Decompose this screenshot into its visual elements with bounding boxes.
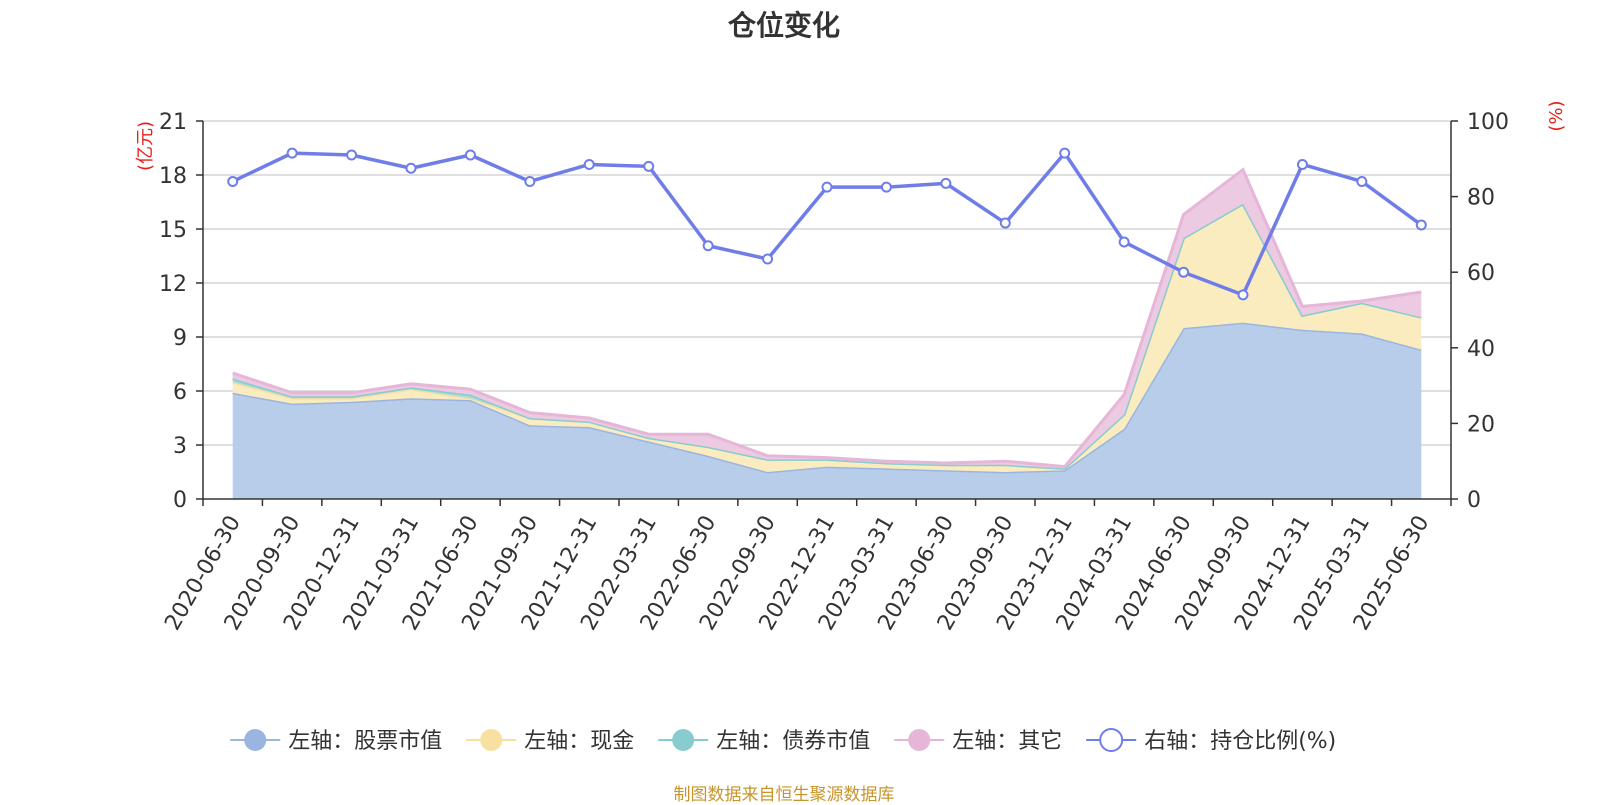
line-point[interactable] — [1356, 175, 1368, 187]
legend-label: 左轴：现金 — [524, 729, 634, 754]
legend-circle-icon — [672, 729, 695, 751]
legend-circle-icon — [244, 729, 267, 751]
legend-label: 左轴：债券市值 — [716, 729, 870, 754]
right-tick-label: 40 — [1467, 337, 1495, 362]
legend-circle-icon — [480, 729, 503, 751]
line-point[interactable] — [227, 175, 239, 187]
legend-circle-icon — [908, 729, 931, 751]
legend-item[interactable]: 左轴：现金 — [466, 729, 634, 754]
legend[interactable]: 左轴：股票市值 左轴：现金 左轴：债券市值 左轴：其它 右轴：持仓比例(%) — [230, 728, 1336, 754]
line-point[interactable] — [1118, 236, 1130, 248]
right-axis-unit: (%) — [1546, 100, 1567, 131]
line-point[interactable] — [405, 162, 417, 174]
right-tick-label: 60 — [1467, 261, 1495, 286]
right-tick-label: 100 — [1467, 110, 1509, 135]
left-tick-label: 3 — [173, 434, 187, 459]
line-point[interactable] — [643, 160, 655, 172]
line-point[interactable] — [702, 240, 714, 252]
right-tick-label: 20 — [1467, 412, 1495, 437]
line-point[interactable] — [1296, 158, 1308, 170]
line-point[interactable] — [1415, 219, 1427, 231]
legend-label: 左轴：股票市值 — [288, 729, 442, 754]
line-point[interactable] — [524, 175, 536, 187]
area-edge-左轴：其它 — [232, 167, 1422, 469]
line-point[interactable] — [1178, 266, 1190, 278]
line-point[interactable] — [762, 253, 774, 265]
legend-circle-icon — [1099, 728, 1124, 752]
line-point[interactable] — [583, 158, 595, 170]
left-tick-label: 0 — [173, 488, 187, 513]
line-point[interactable] — [821, 181, 833, 193]
legend-item[interactable]: 左轴：股票市值 — [230, 729, 442, 754]
left-axis-unit: (亿元) — [135, 121, 156, 171]
line-point[interactable] — [286, 147, 298, 159]
legend-label: 左轴：其它 — [952, 729, 1062, 754]
right-tick-label: 80 — [1467, 186, 1495, 211]
line-point[interactable] — [880, 181, 892, 193]
source-note: 制图数据来自恒生聚源数据库 — [673, 785, 895, 805]
left-tick-label: 18 — [159, 164, 187, 189]
legend-item[interactable]: 左轴：其它 — [894, 729, 1062, 754]
line-point[interactable] — [1237, 289, 1249, 301]
left-tick-label: 9 — [173, 326, 187, 351]
legend-item[interactable]: 左轴：债券市值 — [658, 729, 870, 754]
left-tick-label: 21 — [159, 110, 187, 135]
stacked-areas — [232, 167, 1422, 499]
line-point[interactable] — [464, 149, 476, 161]
legend-label: 右轴：持仓比例(%) — [1144, 729, 1336, 754]
area-左轴：股票市值 — [232, 322, 1422, 499]
line-point[interactable] — [346, 149, 358, 161]
left-tick-label: 6 — [173, 380, 187, 405]
line-point[interactable] — [940, 177, 952, 189]
legend-item[interactable]: 右轴：持仓比例(%) — [1086, 728, 1336, 754]
left-tick-label: 12 — [159, 272, 187, 297]
chart-title: 仓位变化 — [727, 9, 840, 42]
holding-ratio-line — [227, 147, 1427, 301]
left-tick-label: 15 — [159, 218, 187, 243]
line-point[interactable] — [1059, 147, 1071, 159]
line-point[interactable] — [999, 217, 1011, 229]
right-tick-label: 0 — [1467, 488, 1481, 513]
